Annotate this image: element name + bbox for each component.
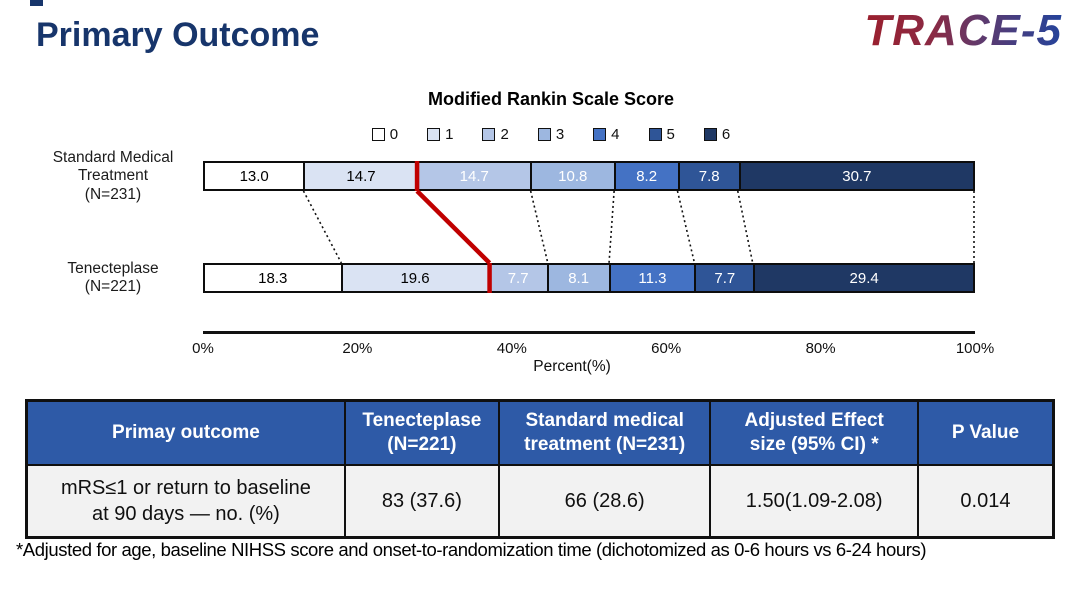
x-axis-tick-label: 80% bbox=[805, 340, 836, 357]
cell-p-value: 0.014 bbox=[916, 464, 1055, 539]
connector-dotted-line bbox=[676, 190, 696, 264]
bar-segment-mrs-3: 8.1 bbox=[546, 263, 611, 293]
header-standard-treatment: Standard medical treatment (N=231) bbox=[497, 399, 712, 466]
header-adjusted-effect: Adjusted Effect size (95% CI) * bbox=[709, 399, 919, 466]
legend-item-3: 3 bbox=[537, 126, 565, 143]
legend-item-6: 6 bbox=[703, 126, 731, 143]
corner-accent-mark bbox=[30, 0, 43, 6]
connector-dotted-line bbox=[736, 190, 754, 264]
bar-segment-mrs-5: 7.7 bbox=[694, 263, 756, 293]
highlight-cutoff-line bbox=[415, 189, 492, 265]
bar-label-standard-treatment: Standard Medical Treatment (N=231) bbox=[52, 149, 174, 203]
legend-swatch-icon bbox=[593, 128, 607, 141]
x-axis-label: Percent(%) bbox=[533, 358, 611, 375]
header-p-value: P Value bbox=[916, 399, 1055, 466]
bar-segment-mrs-1: 19.6 bbox=[340, 263, 490, 293]
header-primary-outcome: Primay outcome bbox=[25, 399, 346, 466]
x-axis-tick-label: 60% bbox=[651, 340, 682, 357]
legend-item-0: 0 bbox=[371, 126, 399, 143]
legend-swatch-icon bbox=[648, 128, 662, 141]
bar-segment-mrs-3: 10.8 bbox=[529, 161, 616, 191]
connector-dotted-line bbox=[302, 190, 343, 264]
cell-tenecteplase-value: 83 (37.6) bbox=[343, 464, 500, 539]
legend-label: 0 bbox=[389, 126, 399, 143]
x-axis-ticks: 0% 20% 40% 60% 80% 100% bbox=[192, 340, 994, 358]
bar-segment-mrs-5: 7.8 bbox=[677, 161, 741, 191]
legend-swatch-icon bbox=[371, 128, 385, 141]
stacked-bar-tenecteplase: 18.3 19.6 7.7 8.1 11.3 7.7 29.4 bbox=[203, 263, 975, 293]
legend-swatch-icon bbox=[482, 128, 496, 141]
stacked-bar-standard-treatment: 13.0 14.7 14.7 10.8 8.2 7.8 30.7 bbox=[203, 161, 976, 191]
bar-segment-mrs-2: 7.7 bbox=[487, 263, 549, 293]
bar-label-tenecteplase: Tenecteplase (N=221) bbox=[67, 260, 159, 296]
legend-swatch-icon bbox=[537, 128, 551, 141]
trace5-logo: TRACE-5 bbox=[864, 6, 1062, 55]
legend-item-1: 1 bbox=[427, 126, 453, 143]
bar-segment-mrs-4: 8.2 bbox=[613, 161, 680, 191]
table-row: mRS≤1 or return to baseline at 90 days —… bbox=[25, 464, 1055, 539]
chart-legend: 0 1 2 3 4 5 6 bbox=[0, 126, 1080, 143]
header-tenecteplase: Tenecteplase (N=221) bbox=[343, 399, 500, 466]
x-axis-tick-label: 40% bbox=[496, 340, 527, 357]
bar-segment-mrs-0: 18.3 bbox=[203, 263, 343, 293]
bar-segment-mrs-2: 14.7 bbox=[416, 161, 532, 191]
cell-standard-value: 66 (28.6) bbox=[497, 464, 712, 539]
x-axis-tick-label: 0% bbox=[192, 340, 214, 357]
chart-title: Modified Rankin Scale Score bbox=[427, 89, 675, 109]
legend-label: 2 bbox=[500, 126, 509, 143]
x-axis-tick-label: 100% bbox=[955, 340, 995, 357]
cell-effect-size: 1.50(1.09-2.08) bbox=[709, 464, 919, 539]
legend-item-5: 5 bbox=[648, 126, 675, 143]
legend-item-4: 4 bbox=[593, 126, 620, 143]
legend-label: 6 bbox=[721, 126, 731, 143]
x-axis-tick-label: 20% bbox=[342, 340, 373, 357]
cell-outcome-name: mRS≤1 or return to baseline at 90 days —… bbox=[25, 464, 346, 539]
legend-swatch-icon bbox=[703, 128, 717, 141]
legend-label: 5 bbox=[666, 126, 675, 143]
bar-segment-mrs-1: 14.7 bbox=[303, 161, 419, 191]
table-header-row: Primay outcome Tenecteplase (N=221) Stan… bbox=[25, 399, 1055, 466]
connector-dotted-line bbox=[529, 190, 549, 264]
bar-segment-mrs-4: 11.3 bbox=[608, 263, 697, 293]
x-axis-line bbox=[203, 331, 975, 334]
connector-dotted-line bbox=[608, 190, 615, 264]
page-title: Primary Outcome bbox=[36, 16, 320, 54]
legend-item-2: 2 bbox=[482, 126, 509, 143]
footnote: *Adjusted for age, baseline NIHSS score … bbox=[16, 539, 927, 560]
legend-label: 1 bbox=[445, 126, 454, 143]
bar-segment-mrs-6: 29.4 bbox=[753, 263, 975, 293]
legend-label: 3 bbox=[555, 126, 565, 143]
primary-outcome-table: Primay outcome Tenecteplase (N=221) Stan… bbox=[25, 399, 1055, 539]
bar-segment-mrs-6: 30.7 bbox=[738, 161, 976, 191]
legend-swatch-icon bbox=[427, 128, 441, 141]
legend-label: 4 bbox=[611, 126, 620, 143]
bar-segment-mrs-0: 13.0 bbox=[203, 161, 306, 191]
